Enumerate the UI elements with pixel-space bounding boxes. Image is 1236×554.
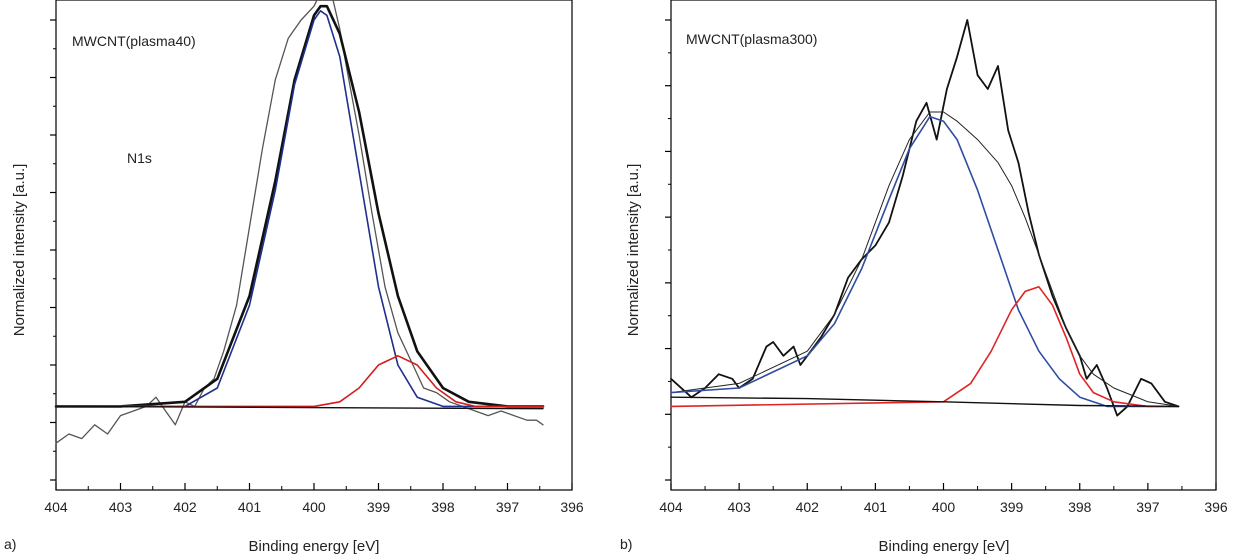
axis-ticks (665, 19, 1217, 490)
x-tick-label: 400 (932, 499, 956, 515)
x-tick-label: 396 (1204, 499, 1228, 515)
x-tick-label: 401 (864, 499, 888, 515)
x-axis-label: Binding energy [eV] (249, 538, 380, 554)
x-tick-label: 399 (367, 499, 391, 515)
series-component-1 (670, 115, 1180, 408)
x-tick-label: 403 (727, 499, 751, 515)
panel-a: 404 403 402 401 400 399 398 397 396 MWCNT(plasma… (4, 0, 584, 554)
x-tick-label: 400 (302, 499, 326, 515)
panel-letter: a) (4, 536, 16, 552)
x-tick-label: 402 (173, 499, 197, 515)
series-baseline (670, 396, 1180, 408)
chart-title: MWCNT(plasma40) (72, 33, 196, 49)
plot-frame (55, 0, 573, 491)
series-envelope-fit (54, 4, 545, 408)
x-tick-label: 399 (1000, 499, 1024, 515)
x-tick-label: 398 (431, 499, 455, 515)
x-tick-label: 403 (109, 499, 133, 515)
x-tick-label: 404 (44, 499, 68, 515)
y-axis-label: Normalized intensity [a.u.] (11, 164, 28, 337)
y-axis-label: Normalized intensity [a.u.] (625, 164, 642, 337)
series-raw-data (670, 19, 1180, 417)
x-tick-labels: 404 403 402 401 400 399 398 397 396 (659, 499, 1228, 515)
x-axis-label: Binding energy [eV] (879, 538, 1010, 554)
x-tick-label: 396 (560, 499, 584, 515)
series-component-2 (670, 285, 1180, 408)
series-envelope-fit (670, 111, 1179, 407)
series-component-1 (55, 10, 544, 408)
x-tick-label: 397 (1136, 499, 1160, 515)
x-tick-labels: 404 403 402 401 400 399 398 397 396 (44, 499, 584, 515)
x-tick-label: 397 (496, 499, 520, 515)
x-tick-label: 402 (796, 499, 820, 515)
panel-letter: b) (620, 536, 632, 552)
series-baseline (55, 405, 544, 410)
axis-ticks (50, 19, 573, 490)
x-tick-label: 404 (659, 499, 683, 515)
peak-annotation: N1s (127, 150, 152, 166)
series-layer (670, 19, 1180, 417)
series-component-2 (55, 354, 544, 408)
panel-b: 404 403 402 401 400 399 398 397 396 MWCNT(plasma… (620, 0, 1228, 554)
x-tick-label: 401 (238, 499, 262, 515)
x-tick-label: 398 (1068, 499, 1092, 515)
chart-title: MWCNT(plasma300) (686, 31, 817, 47)
series-layer (54, 0, 545, 444)
plot-frame (670, 0, 1217, 491)
